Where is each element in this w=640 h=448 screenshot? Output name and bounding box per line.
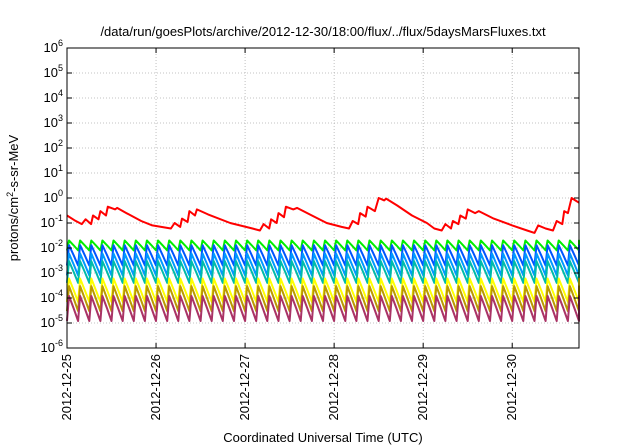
y-tick-label: 100 <box>44 188 63 205</box>
y-tick-label: 101 <box>44 163 63 180</box>
y-tick-label: 10-5 <box>41 313 63 330</box>
y-axis-title: protons/cm2-s-sr-MeV <box>5 134 21 261</box>
x-tick-label: 2012-12-27 <box>237 354 252 421</box>
x-tick-label: 2012-12-25 <box>59 354 74 421</box>
y-tick-label: 105 <box>44 63 63 80</box>
series-line-4 <box>66 252 580 277</box>
series-line-3 <box>66 244 580 267</box>
series-line-1 <box>66 197 580 234</box>
y-tick-label: 104 <box>44 88 63 105</box>
x-tick-label: 2012-12-29 <box>415 354 430 421</box>
axes: 10-6 10-5 10-4 10-3 10-2 10-1 100 101 102 103 104 1… <box>41 38 579 421</box>
chart-title: /data/run/goesPlots/archive/2012-12-30/1… <box>100 24 546 39</box>
x-axis-title: Coordinated Universal Time (UTC) <box>223 430 422 445</box>
y-tick-label: 103 <box>44 113 63 130</box>
series-line-6 <box>66 277 580 303</box>
x-tick-label: 2012-12-26 <box>148 354 163 421</box>
y-tick-label: 10-2 <box>41 238 63 255</box>
y-tick-label: 102 <box>44 138 63 155</box>
x-tick-label: 2012-12-30 <box>504 354 519 421</box>
y-tick-label: 10-3 <box>41 263 63 280</box>
series-line-8 <box>66 295 580 322</box>
y-tick-label: 10-4 <box>41 288 63 305</box>
series-line-7 <box>66 285 580 313</box>
x-tick-label: 2012-12-28 <box>326 354 341 421</box>
y-tick-label: 10-1 <box>41 213 63 230</box>
y-tick-label: 106 <box>44 38 63 55</box>
series-line-5 <box>66 260 580 284</box>
y-tick-label: 10-6 <box>41 338 63 355</box>
series-layer <box>66 197 580 322</box>
series-line-2 <box>66 239 580 252</box>
